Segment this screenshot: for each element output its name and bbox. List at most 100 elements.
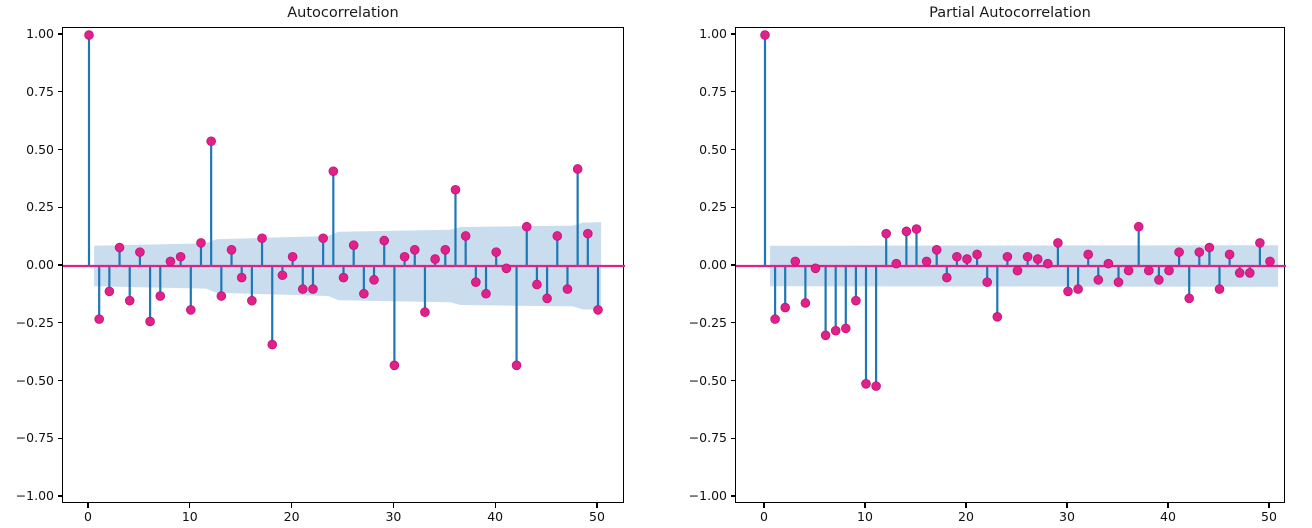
acf-marker xyxy=(430,254,440,264)
x-tick-label: 10 xyxy=(181,509,198,524)
y-tick xyxy=(57,437,62,439)
acf-marker xyxy=(399,251,410,262)
x-tick xyxy=(763,503,765,508)
y-tick-label: 0.75 xyxy=(699,83,727,99)
pacf-marker xyxy=(830,325,841,336)
pacf-marker xyxy=(1042,258,1053,269)
acf-marker xyxy=(593,305,603,315)
acf-marker xyxy=(104,286,115,297)
pacf-marker xyxy=(1224,249,1235,260)
pacf-marker xyxy=(1184,293,1195,304)
pacf-marker xyxy=(871,381,881,391)
acf-marker xyxy=(369,275,379,285)
x-tick-label: 0 xyxy=(84,509,92,524)
pacf-marker xyxy=(790,256,801,267)
x-tick xyxy=(392,503,394,508)
acf-marker xyxy=(521,221,532,232)
pacf-marker xyxy=(1204,242,1215,253)
x-tick xyxy=(596,503,598,508)
pacf-marker xyxy=(901,226,912,237)
acf-marker xyxy=(389,360,400,371)
y-tick xyxy=(730,33,735,35)
y-tick xyxy=(730,206,735,208)
x-tick xyxy=(189,503,191,508)
acf-marker xyxy=(572,164,583,174)
pacf-marker xyxy=(1053,238,1063,248)
acf-marker xyxy=(196,238,206,248)
acf-marker xyxy=(562,284,573,294)
pacf-marker xyxy=(770,314,780,324)
pacf-marker xyxy=(992,312,1003,322)
y-tick-label: 0.25 xyxy=(26,199,54,215)
pacf-canvas xyxy=(736,30,1286,391)
acf-marker xyxy=(257,233,267,244)
acf-marker xyxy=(267,339,278,350)
acf-canvas xyxy=(63,30,625,371)
pacf-marker xyxy=(972,249,982,260)
acf-marker xyxy=(206,136,216,147)
acf-marker xyxy=(186,305,196,315)
y-tick-label: −0.50 xyxy=(15,372,54,388)
pacf-marker xyxy=(800,298,811,308)
pacf-marker xyxy=(1164,265,1174,276)
acf-marker xyxy=(583,228,593,239)
pacf-marker xyxy=(851,295,861,306)
pacf-marker xyxy=(952,251,962,262)
y-tick xyxy=(57,264,62,266)
acf-marker xyxy=(308,284,318,294)
pacf-marker xyxy=(820,330,831,341)
y-tick-label: 0.50 xyxy=(699,141,727,157)
y-tick xyxy=(57,91,62,93)
x-tick xyxy=(965,503,967,508)
x-tick-label: 30 xyxy=(1059,509,1075,524)
y-tick xyxy=(57,148,62,151)
acf-marker xyxy=(328,166,339,177)
y-tick-label: −0.75 xyxy=(15,430,54,446)
acf-marker xyxy=(460,231,471,241)
acf-marker xyxy=(277,270,288,281)
x-tick xyxy=(87,503,89,508)
pacf-marker xyxy=(1063,286,1073,297)
acf-marker xyxy=(226,245,237,255)
acf-marker xyxy=(165,256,176,267)
y-tick-label: −0.50 xyxy=(688,372,727,388)
pacf-marker xyxy=(1083,249,1094,260)
acf-marker xyxy=(511,360,522,371)
y-tick xyxy=(730,495,735,497)
acf-marker xyxy=(114,242,125,253)
acf-marker xyxy=(155,291,166,301)
acf-marker xyxy=(135,247,145,257)
y-tick xyxy=(57,379,62,382)
x-tick-label: 10 xyxy=(857,509,873,524)
acf-marker xyxy=(409,245,420,255)
y-tick xyxy=(57,322,62,324)
pacf-marker xyxy=(1113,277,1124,287)
x-tick-label: 0 xyxy=(760,509,768,524)
acf-marker xyxy=(287,251,298,262)
y-tick xyxy=(57,495,62,497)
y-tick xyxy=(730,264,735,266)
y-tick xyxy=(730,437,735,439)
x-tick xyxy=(291,503,293,508)
y-tick-label: 0.00 xyxy=(26,257,54,272)
pacf-marker xyxy=(861,379,871,389)
y-tick-label: 0.75 xyxy=(26,83,54,99)
pacf-marker xyxy=(1133,221,1144,232)
pacf-marker xyxy=(1255,238,1265,248)
x-tick xyxy=(494,503,496,508)
x-tick-label: 20 xyxy=(283,509,300,524)
acf-marker xyxy=(420,307,430,318)
pacf-marker xyxy=(1194,247,1205,257)
y-tick xyxy=(730,379,735,382)
acf-marker xyxy=(379,235,390,246)
acf-marker xyxy=(94,314,104,324)
pacf-marker xyxy=(891,258,902,269)
pacf-marker xyxy=(881,228,892,239)
y-tick xyxy=(730,91,735,93)
pacf-marker xyxy=(1032,254,1043,264)
acf-marker xyxy=(318,233,328,244)
y-tick xyxy=(730,148,735,151)
pacf-marker xyxy=(1234,268,1245,278)
y-tick xyxy=(57,33,62,35)
pacf-marker xyxy=(780,302,790,313)
